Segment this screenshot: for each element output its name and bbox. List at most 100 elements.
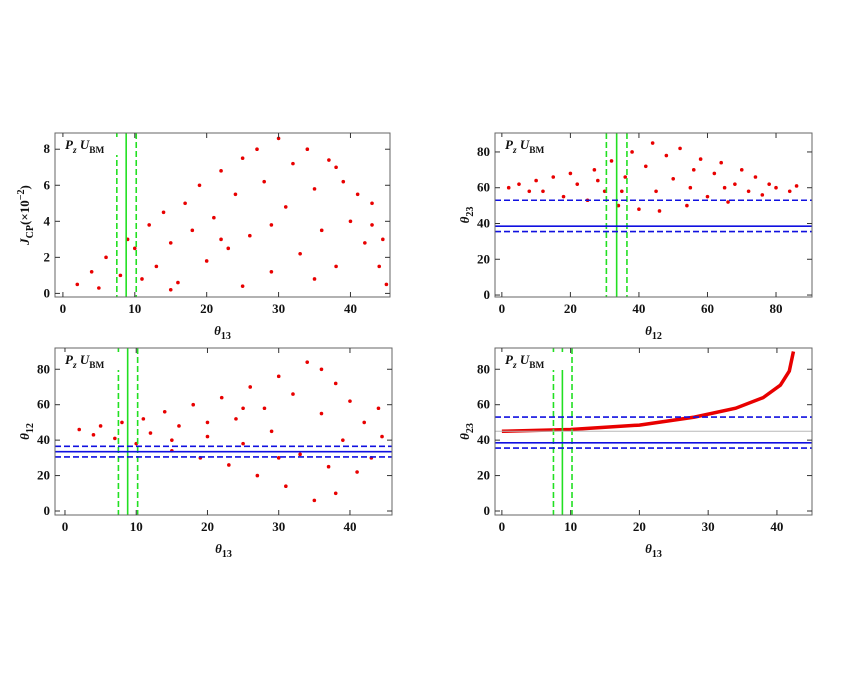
y-axis-label-part: 23 [465, 207, 476, 217]
annotation-part: BM [89, 361, 104, 371]
y-axis-label: θ12 [17, 423, 36, 440]
point [205, 434, 210, 439]
plot-area [55, 348, 392, 515]
y-tick-label: 0 [484, 287, 491, 302]
point [787, 189, 792, 194]
point [283, 205, 288, 209]
point [733, 182, 737, 186]
point [104, 255, 108, 260]
plot-area [75, 133, 389, 297]
frame [494, 347, 813, 516]
point [219, 169, 223, 173]
point [541, 189, 545, 194]
x-axis-label-part: 12 [652, 331, 662, 342]
frame [494, 132, 813, 298]
y-tick-label: 0 [484, 503, 491, 518]
point [384, 282, 389, 287]
point [291, 161, 295, 166]
point [190, 228, 195, 233]
point [678, 146, 682, 151]
y-axis-label-part: 23 [465, 423, 476, 433]
point [89, 269, 94, 274]
point [312, 187, 317, 191]
point [148, 431, 153, 435]
point [255, 473, 260, 478]
point [698, 157, 703, 161]
y-axis-label-part: (×10 [17, 200, 32, 225]
point [370, 201, 374, 206]
point [794, 184, 799, 188]
point [664, 153, 669, 158]
point [305, 147, 310, 152]
x-axis-label-part: 13 [222, 549, 232, 560]
annotation-part: z [72, 146, 77, 156]
annotation-bg [501, 352, 565, 370]
point [132, 246, 137, 251]
annotation: Pz UBM [65, 352, 104, 371]
y-tick-label: 20 [37, 468, 50, 483]
point [113, 436, 117, 441]
x-axis-label-part: θ [645, 323, 652, 338]
point [616, 203, 621, 208]
point [269, 269, 274, 274]
annotation-part: U [77, 352, 90, 367]
y-tick-label: 4 [44, 213, 51, 228]
x-axis-label: θ13 [645, 541, 662, 560]
x-tick-label: 40 [770, 519, 783, 534]
point [154, 264, 159, 269]
point [98, 424, 103, 428]
x-tick-label: 0 [62, 519, 69, 534]
annotation-part: U [77, 137, 90, 152]
x-tick-label: 0 [499, 519, 506, 534]
y-tick-label: 40 [477, 215, 490, 230]
y-tick-label: 0 [44, 285, 51, 300]
annotation-part: z [512, 146, 517, 156]
x-axis-label-part: θ [215, 541, 222, 556]
point [227, 463, 231, 467]
annotation-part: BM [529, 361, 544, 371]
x-tick-label: 30 [272, 301, 285, 316]
x-tick-label: 40 [344, 301, 357, 316]
x-tick-label: 20 [633, 519, 646, 534]
point [319, 228, 324, 233]
y-tick-label: 40 [37, 432, 50, 447]
x-tick-label: 20 [201, 519, 214, 534]
point [312, 277, 317, 281]
annotation-bg [61, 137, 125, 155]
point [241, 441, 245, 446]
y-tick-label: 8 [44, 141, 51, 156]
point [326, 464, 331, 469]
point [118, 273, 123, 278]
x-axis-label-part: 13 [221, 331, 231, 342]
point [240, 284, 245, 288]
point [363, 241, 367, 245]
point [654, 189, 658, 194]
x-axis-label-part: θ [645, 541, 652, 556]
point [575, 182, 580, 186]
point [341, 179, 346, 184]
annotation-part: P [505, 137, 514, 152]
x-tick-label: 20 [564, 301, 577, 316]
point [241, 406, 245, 411]
point [269, 429, 274, 434]
point [97, 286, 101, 290]
frame [54, 347, 393, 516]
frame [54, 132, 391, 298]
x-tick-label: 20 [200, 301, 213, 316]
point [355, 470, 359, 474]
y-axis-label: θ23 [457, 207, 476, 224]
point [650, 141, 655, 145]
x-tick-label: 10 [128, 301, 141, 316]
point [719, 160, 723, 165]
point [170, 438, 174, 442]
point [276, 456, 281, 460]
point [637, 207, 641, 211]
point [705, 194, 710, 199]
point [269, 223, 274, 227]
point [726, 200, 730, 204]
point [298, 452, 302, 457]
x-axis-label: θ13 [214, 323, 231, 342]
y-tick-label: 40 [477, 432, 490, 447]
